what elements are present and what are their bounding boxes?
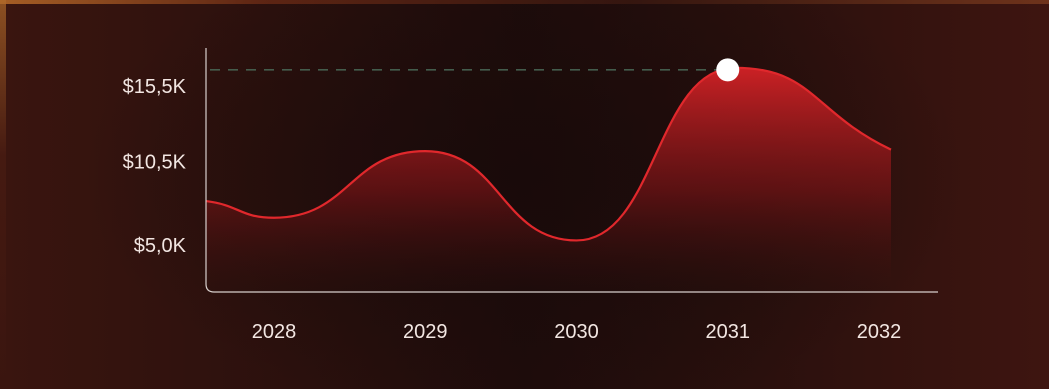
x-tick-label: 2030 <box>554 321 599 343</box>
highlight-point-marker[interactable] <box>716 58 740 82</box>
x-tick-label: 2032 <box>857 321 902 343</box>
chart-axes <box>205 48 938 293</box>
x-tick-label: 2031 <box>706 321 751 343</box>
left-edge-glow <box>0 0 6 389</box>
y-tick-label: $10,5K <box>123 152 187 174</box>
series-line <box>205 66 892 242</box>
x-tick-label: 2029 <box>403 321 448 343</box>
top-edge-glow <box>0 0 1049 4</box>
y-tick-label: $5,0K <box>134 235 187 257</box>
series-area-fill <box>206 67 891 292</box>
x-tick-label: 2028 <box>252 321 297 343</box>
y-tick-label: $15,5K <box>123 76 187 98</box>
